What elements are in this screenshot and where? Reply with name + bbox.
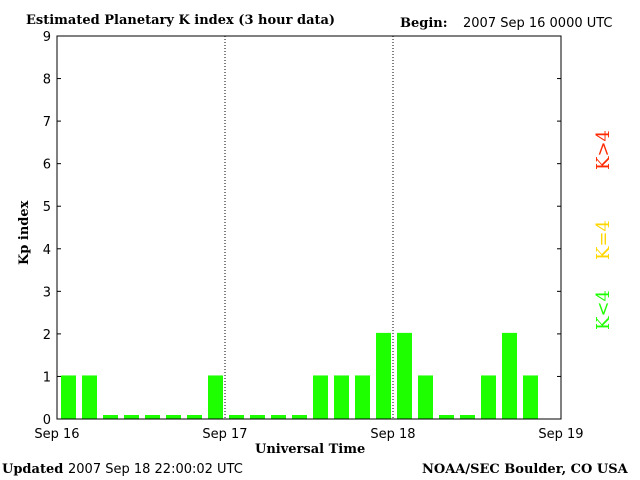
kp-bar xyxy=(82,375,97,419)
kp-bar xyxy=(145,415,160,419)
y-tick-label: 7 xyxy=(43,115,51,130)
kp-bar xyxy=(124,415,139,419)
kp-bar xyxy=(355,375,370,419)
chart-title: Estimated Planetary K index (3 hour data… xyxy=(26,13,335,28)
y-tick-label: 0 xyxy=(43,413,51,428)
begin-label: Begin: xyxy=(400,16,448,31)
kp-bar xyxy=(250,415,265,419)
kp-bar xyxy=(103,415,118,419)
x-tick-label: Sep 17 xyxy=(202,427,247,442)
kp-bar xyxy=(313,375,328,419)
y-tick-label: 2 xyxy=(43,328,51,343)
kp-bar xyxy=(502,332,517,419)
kp-bar xyxy=(481,375,496,419)
kp-bar xyxy=(460,415,475,419)
kp-bar xyxy=(523,375,538,419)
x-axis-label: Universal Time xyxy=(255,442,365,457)
source-credit: NOAA/SEC Boulder, CO USA xyxy=(422,462,629,477)
kp-bar xyxy=(439,415,454,419)
updated-label: Updated xyxy=(2,462,63,477)
y-tick-label: 9 xyxy=(43,30,51,45)
x-tick-label: Sep 16 xyxy=(34,427,79,442)
kp-bar xyxy=(376,332,391,419)
kp-bar xyxy=(397,332,412,419)
kp-bar xyxy=(271,415,286,419)
legend-entry: K<4 xyxy=(593,290,614,330)
x-tick-label: Sep 18 xyxy=(370,427,415,442)
legend-entry: K>4 xyxy=(593,130,614,170)
kp-bar xyxy=(166,415,181,419)
x-tick-label: Sep 19 xyxy=(538,427,583,442)
y-tick-label: 1 xyxy=(43,370,51,385)
y-tick-label: 3 xyxy=(43,285,51,300)
kp-bar xyxy=(292,415,307,419)
y-tick-label: 4 xyxy=(43,243,51,258)
begin-value: 2007 Sep 16 0000 UTC xyxy=(463,16,613,31)
updated-value: 2007 Sep 18 22:00:02 UTC xyxy=(68,462,243,477)
kp-bar xyxy=(208,375,223,419)
kp-bar xyxy=(418,375,433,419)
y-axis-label: Kp index xyxy=(17,200,32,265)
kp-bar xyxy=(61,375,76,419)
y-tick-label: 5 xyxy=(43,200,51,215)
y-tick-label: 8 xyxy=(43,73,51,88)
kp-bar xyxy=(229,415,244,419)
kp-bar xyxy=(187,415,202,419)
kp-bar xyxy=(334,375,349,419)
plot-frame xyxy=(56,35,562,420)
legend-entry: K=4 xyxy=(593,220,614,260)
y-tick-label: 6 xyxy=(43,158,51,173)
